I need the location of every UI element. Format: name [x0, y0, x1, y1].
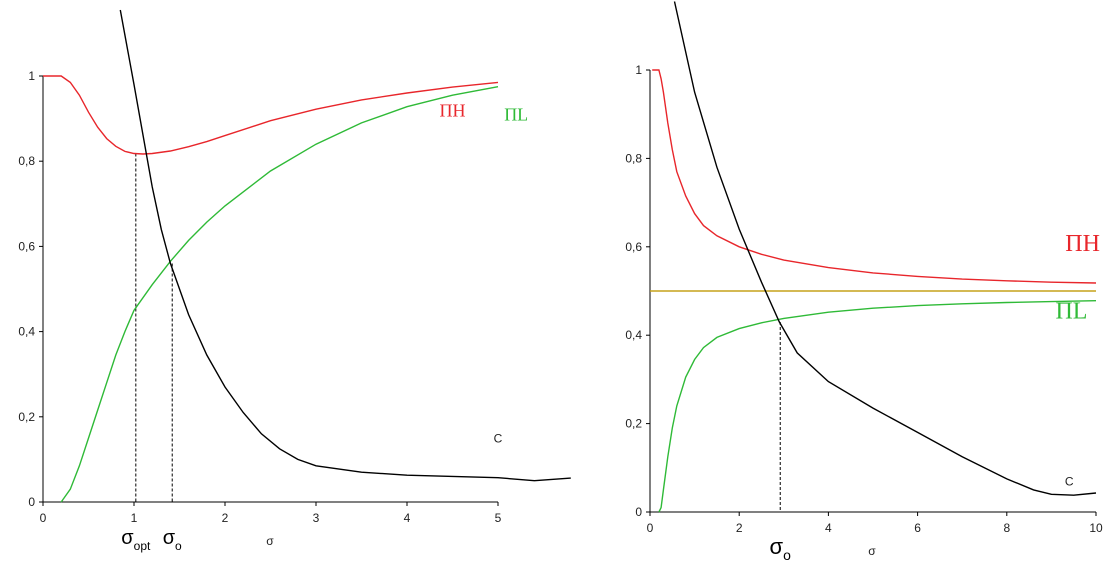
series-label: ΠH [440, 100, 466, 120]
y-tick-label: 1 [28, 69, 35, 83]
x-tick-label: 0 [647, 521, 654, 535]
y-tick-label: 0,6 [625, 240, 642, 254]
y-tick-label: 1 [635, 63, 642, 77]
x-tick-label: 2 [736, 521, 743, 535]
y-tick-label: 0 [28, 495, 35, 509]
y-tick-label: 0,4 [18, 325, 35, 339]
x-tick-label: 8 [1003, 521, 1010, 535]
series-pi-h-line [652, 69, 1097, 284]
series-pi-l-line [60, 86, 499, 503]
y-tick-label: 0 [635, 505, 642, 519]
series-label: ΠL [1055, 298, 1087, 324]
x-tick-label: 3 [313, 511, 320, 525]
chart-right: 0 2 4 6 8 10 0 0,2 0,4 0,6 0,8 1 σ ΠH ΠL Cσo [625, 1, 1103, 563]
x-tick-label: 4 [825, 521, 832, 535]
y-tick-label: 0,8 [625, 151, 642, 165]
y-tick-label: 0,6 [18, 239, 35, 253]
x-tick-label: 2 [222, 511, 229, 525]
series-label: C [1065, 474, 1074, 488]
series-c-line [119, 9, 571, 482]
x-tick-label: 5 [495, 511, 502, 525]
x-axis-label: σ [868, 544, 876, 558]
y-tick-label: 0,2 [18, 410, 35, 424]
series-pi-h-line [43, 75, 499, 155]
series-pi-l-line [658, 300, 1097, 513]
x-tick-label: 4 [404, 511, 411, 525]
y-tick-label: 0,2 [625, 417, 642, 431]
sigma-annotation: σo [770, 534, 792, 563]
series-label: C [494, 431, 503, 445]
x-tick-label: 10 [1089, 521, 1103, 535]
sigma-annotation: σo [163, 527, 182, 553]
series-c-line [673, 1, 1097, 496]
sigma-annotation: σopt [121, 527, 151, 553]
x-tick-label: 0 [40, 511, 47, 525]
y-tick-label: 0,4 [625, 328, 642, 342]
x-tick-label: 1 [131, 511, 138, 525]
y-tick-label: 0,8 [18, 154, 35, 168]
x-axis-label: σ [266, 534, 274, 548]
x-tick-label: 6 [914, 521, 921, 535]
series-label: ΠH [1065, 231, 1100, 257]
series-label: ΠL [504, 105, 528, 125]
